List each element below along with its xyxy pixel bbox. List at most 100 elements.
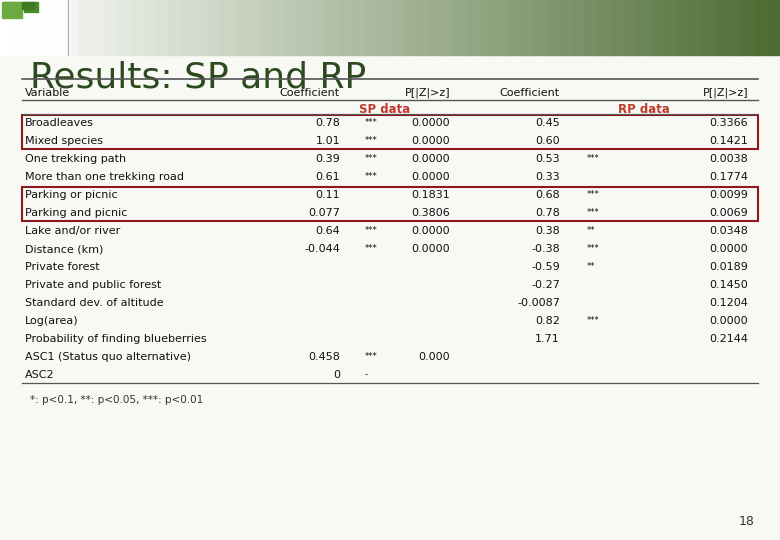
Bar <box>208 0 222 55</box>
Text: Variable: Variable <box>25 88 70 98</box>
Bar <box>442 0 456 55</box>
Text: One trekking path: One trekking path <box>25 154 126 164</box>
Text: 0.0000: 0.0000 <box>411 154 450 164</box>
Bar <box>468 0 482 55</box>
Text: Private forest: Private forest <box>25 262 100 272</box>
Bar <box>286 0 300 55</box>
Text: Results: SP and RP: Results: SP and RP <box>30 60 367 94</box>
Bar <box>598 0 612 55</box>
Bar <box>364 0 378 55</box>
Bar <box>507 0 521 55</box>
Text: ***: *** <box>365 244 378 253</box>
Text: 0.1831: 0.1831 <box>411 190 450 200</box>
Text: SP data: SP data <box>360 103 410 116</box>
Text: 0.0189: 0.0189 <box>709 262 748 272</box>
Bar <box>169 0 183 55</box>
Text: ***: *** <box>365 352 378 361</box>
Text: ***: *** <box>587 316 600 325</box>
Bar <box>78 0 92 55</box>
Text: -0.27: -0.27 <box>531 280 560 290</box>
Bar <box>260 0 274 55</box>
Bar <box>65 0 79 55</box>
Bar <box>546 0 560 55</box>
Text: 0.0000: 0.0000 <box>411 172 450 182</box>
Bar <box>390 0 404 55</box>
Text: 0.0000: 0.0000 <box>411 226 450 236</box>
Bar <box>52 0 66 55</box>
Text: -: - <box>365 370 368 379</box>
Text: 0.60: 0.60 <box>535 136 560 146</box>
Bar <box>22 187 758 221</box>
Bar <box>0 0 14 55</box>
Text: ***: *** <box>365 172 378 181</box>
Text: 0.61: 0.61 <box>315 172 340 182</box>
Text: 0.0348: 0.0348 <box>709 226 748 236</box>
Text: ***: *** <box>365 136 378 145</box>
Bar <box>195 0 209 55</box>
Text: Parking and picnic: Parking and picnic <box>25 208 127 218</box>
Text: -0.0087: -0.0087 <box>517 298 560 308</box>
Bar <box>676 0 690 55</box>
Text: 0.82: 0.82 <box>535 316 560 326</box>
Text: 0.3366: 0.3366 <box>709 118 748 128</box>
Bar <box>273 0 287 55</box>
Text: Coefficient: Coefficient <box>280 88 340 98</box>
Text: 0.0000: 0.0000 <box>411 244 450 254</box>
Text: 0.0000: 0.0000 <box>709 244 748 254</box>
Bar <box>26 0 40 55</box>
Text: 0.2144: 0.2144 <box>709 334 748 344</box>
Text: ***: *** <box>587 244 600 253</box>
Bar <box>572 0 586 55</box>
Text: *: p<0.1, **: p<0.05, ***: p<0.01: *: p<0.1, **: p<0.05, ***: p<0.01 <box>30 395 204 405</box>
Bar <box>429 0 443 55</box>
Text: **: ** <box>587 262 595 271</box>
Text: 18: 18 <box>739 515 755 528</box>
Text: Log(area): Log(area) <box>25 316 79 326</box>
Text: 0.53: 0.53 <box>535 154 560 164</box>
Bar <box>2 2 22 18</box>
Text: 0.0069: 0.0069 <box>709 208 748 218</box>
Text: 0.64: 0.64 <box>315 226 340 236</box>
Bar <box>234 0 248 55</box>
Bar <box>403 0 417 55</box>
Bar <box>741 0 755 55</box>
Text: 0.78: 0.78 <box>535 208 560 218</box>
Text: ***: *** <box>587 154 600 163</box>
Bar <box>767 0 780 55</box>
Bar <box>351 0 365 55</box>
Text: 0.0000: 0.0000 <box>411 118 450 128</box>
Bar <box>325 0 339 55</box>
Text: Standard dev. of altitude: Standard dev. of altitude <box>25 298 164 308</box>
Bar <box>39 0 53 55</box>
Bar <box>689 0 703 55</box>
Text: Probability of finding blueberries: Probability of finding blueberries <box>25 334 207 344</box>
Text: -0.38: -0.38 <box>531 244 560 254</box>
Text: -0.044: -0.044 <box>304 244 340 254</box>
Text: 0.45: 0.45 <box>535 118 560 128</box>
Text: 0.38: 0.38 <box>535 226 560 236</box>
Bar <box>3 2 21 12</box>
Bar <box>650 0 664 55</box>
Bar <box>520 0 534 55</box>
Bar <box>312 0 326 55</box>
Text: 0.077: 0.077 <box>308 208 340 218</box>
Bar <box>338 0 352 55</box>
Text: 0.1204: 0.1204 <box>709 298 748 308</box>
Text: 0.1774: 0.1774 <box>709 172 748 182</box>
Bar <box>104 0 118 55</box>
Bar <box>0 0 70 55</box>
Text: ***: *** <box>365 226 378 235</box>
Bar <box>637 0 651 55</box>
Text: Private and public forest: Private and public forest <box>25 280 161 290</box>
Text: Coefficient: Coefficient <box>500 88 560 98</box>
Text: 1.01: 1.01 <box>315 136 340 146</box>
Bar <box>559 0 573 55</box>
Text: More than one trekking road: More than one trekking road <box>25 172 184 182</box>
Text: Lake and/or river: Lake and/or river <box>25 226 120 236</box>
Bar <box>91 0 105 55</box>
Text: Mixed species: Mixed species <box>25 136 103 146</box>
Text: 0.000: 0.000 <box>418 352 450 362</box>
Text: 0.33: 0.33 <box>535 172 560 182</box>
Bar <box>24 2 38 12</box>
Bar <box>156 0 170 55</box>
